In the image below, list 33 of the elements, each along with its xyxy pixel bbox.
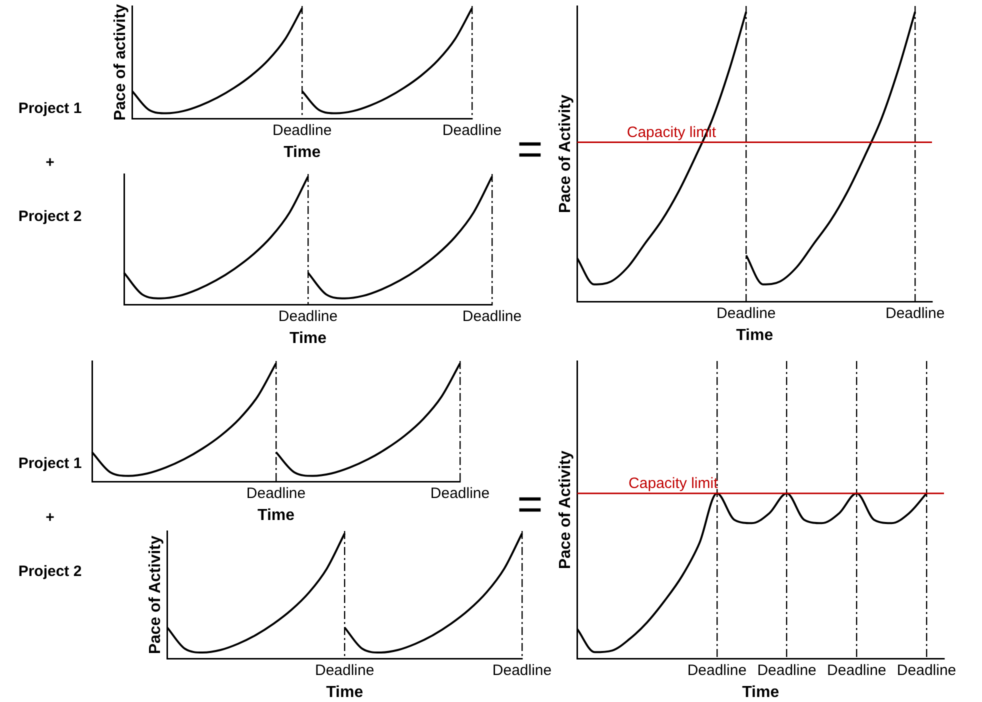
x-tick-label: Deadline (896, 662, 956, 679)
y-axis-title: Pace of Activity (147, 536, 164, 654)
x-axis-title: Time (742, 684, 780, 701)
text: Project 2 (18, 208, 82, 225)
x-tick-label: Deadline (885, 304, 945, 322)
x-axis-title: Time (736, 326, 774, 344)
text: Project 1 (18, 100, 82, 117)
x-axis-title: Time (326, 684, 364, 701)
x-tick-label: Deadline (687, 662, 747, 679)
x-tick-label: Deadline (278, 308, 338, 325)
ref-line-label: Capacity limit (628, 474, 719, 492)
y-axis-title: Pace of activity (112, 4, 130, 121)
text: = (517, 125, 543, 175)
x-tick-label: Deadline (757, 662, 816, 679)
x-tick-label: Deadline (462, 308, 522, 325)
x-tick-label: Deadline (716, 304, 776, 322)
x-axis-title: Time (284, 144, 321, 161)
x-tick-label: Deadline (492, 662, 552, 679)
text: Project 1 (18, 455, 82, 472)
x-tick-label: Deadline (246, 484, 306, 502)
y-axis-title: Pace of Activity (557, 450, 574, 570)
x-tick-label: Deadline (272, 122, 332, 139)
text: + (46, 154, 54, 171)
x-tick-label: Deadline (442, 122, 502, 139)
text: Project 2 (18, 563, 82, 580)
x-axis-title: Time (257, 506, 295, 524)
x-tick-label: Deadline (827, 662, 886, 679)
x-tick-label: Deadline (430, 484, 490, 502)
y-axis-title: Pace of Activity (557, 94, 574, 214)
text: = (517, 480, 543, 530)
x-tick-label: Deadline (314, 662, 374, 679)
text: + (46, 509, 54, 526)
x-axis-title: Time (289, 330, 327, 347)
